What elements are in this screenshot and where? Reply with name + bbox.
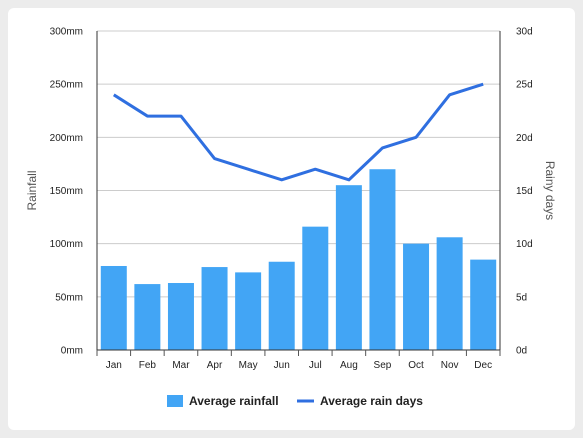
rainfall-bar: [100, 265, 127, 350]
rainfall-bar: [470, 259, 497, 350]
rainfall-chart: 0mm 50mm 100mm 150mm 200mm 250mm 300mm 0d 5d 10d 1…: [25, 27, 557, 409]
rainfall-bar: [268, 261, 295, 350]
legend-label-rain-days: Average rain days: [320, 394, 423, 408]
x-tick-label: Jan: [106, 360, 122, 371]
rainfall-bar: [167, 283, 194, 350]
y-left-tick-label: 150mm: [50, 186, 83, 197]
x-tick-label: Jul: [309, 360, 322, 371]
rainfall-bar: [436, 237, 463, 350]
x-tick-label: May: [239, 360, 258, 371]
y-right-tick-label: 0d: [516, 346, 527, 357]
x-tick-label: Dec: [474, 360, 492, 371]
y-right-axis-title: Rainy days: [543, 161, 557, 220]
y-right-tick-label: 5d: [516, 292, 527, 303]
y-left-tick-label: 100mm: [50, 239, 83, 250]
x-tick-label: Sep: [374, 360, 392, 371]
rainfall-bar: [403, 243, 430, 350]
x-tick-label: Jun: [274, 360, 290, 371]
x-tick-label: Apr: [207, 360, 223, 371]
y-left-tick-label: 200mm: [50, 133, 83, 144]
legend-label-rainfall: Average rainfall: [189, 394, 279, 408]
x-tick-label: Aug: [340, 360, 358, 371]
rainfall-bar: [369, 169, 396, 350]
y-right-tick-label: 10d: [516, 239, 533, 250]
rainfall-bar: [335, 185, 362, 350]
x-tick-label: Nov: [441, 360, 459, 371]
y-left-tick-label: 50mm: [55, 292, 83, 303]
x-tick-label: Oct: [408, 360, 424, 371]
rainfall-bar: [134, 284, 161, 350]
rain-days-line: [112, 82, 484, 182]
y-right-tick-label: 15d: [516, 186, 533, 197]
y-right-tick-label: 30d: [516, 27, 533, 38]
y-left-tick-label: 300mm: [50, 27, 83, 38]
x-tick-label: Mar: [172, 360, 190, 371]
y-left-axis-title: Rainfall: [25, 170, 39, 210]
y-right-tick-label: 25d: [516, 80, 533, 91]
y-right-tick-label: 20d: [516, 133, 533, 144]
x-tick-label: Feb: [139, 360, 157, 371]
y-left-tick-label: 0mm: [61, 346, 83, 357]
rainfall-bar: [302, 226, 329, 350]
chart-card: 0mm 50mm 100mm 150mm 200mm 250mm 300mm 0d 5d 10d 1…: [8, 8, 575, 430]
rainfall-bar: [235, 272, 262, 350]
rainfall-bar: [201, 267, 228, 350]
y-left-tick-label: 250mm: [50, 80, 83, 91]
legend-swatch-rainfall: [167, 395, 183, 407]
